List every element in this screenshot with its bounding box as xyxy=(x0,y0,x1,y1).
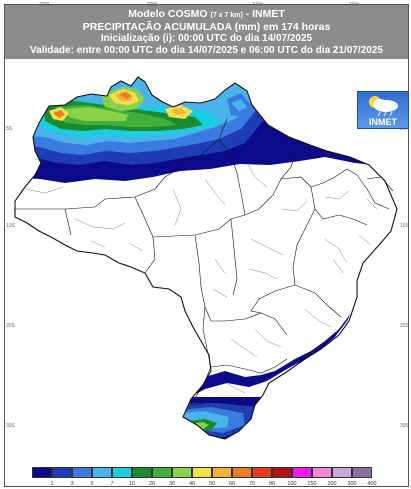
legend-swatch xyxy=(272,467,292,478)
legend-swatch xyxy=(212,467,232,478)
legend-swatch xyxy=(352,467,372,478)
legend-swatch xyxy=(152,467,172,478)
legend-swatch xyxy=(132,467,152,478)
top-tick: 50W xyxy=(253,2,264,8)
inmet-logo: INMET xyxy=(357,91,409,129)
legend-label: 1 xyxy=(50,481,54,487)
legend-swatch xyxy=(312,467,332,478)
right-tick: 30S xyxy=(400,423,409,429)
legend-swatch xyxy=(192,467,212,478)
logo-text: INMET xyxy=(369,117,397,127)
right-tick: 10S xyxy=(400,223,409,229)
left-tick: 5S xyxy=(6,126,13,132)
right-tick: 5N xyxy=(400,126,407,132)
legend-swatch xyxy=(232,467,252,478)
legend-swatch xyxy=(32,467,52,478)
legend-label: 60 xyxy=(228,481,236,487)
legend-label: 40 xyxy=(188,481,196,487)
legend-swatch xyxy=(252,467,272,478)
legend-swatch xyxy=(112,467,132,478)
top-tick: 70W xyxy=(39,2,50,8)
left-tick: 30S xyxy=(6,423,15,429)
legend-label: 100 xyxy=(287,481,297,487)
legend-label: 3 xyxy=(70,481,74,487)
left-tick: 20S xyxy=(6,323,15,329)
legend-label: 50 xyxy=(208,481,216,487)
legend-swatch xyxy=(172,467,192,478)
validity-time: Validade: entre 00:00 UTC do dia 14/07/2… xyxy=(30,45,383,56)
model-title: Modelo COSMO (7 x 7 km) - INMET xyxy=(128,8,285,20)
brazil-precip-map xyxy=(14,76,398,440)
legend-label: 5 xyxy=(90,481,94,487)
init-time: Inicialização (i): 00:00 UTC do dia 14/0… xyxy=(100,33,313,44)
legend-label: 20 xyxy=(148,481,156,487)
right-tick: 20S xyxy=(400,323,409,329)
legend-label: 7 xyxy=(110,481,114,487)
cloud-sun-rain-icon xyxy=(369,96,398,117)
legend-labels: 1 3 5 7 10 20 30 40 50 60 70 80 100 150 200 300 400 xyxy=(32,481,402,489)
legend-swatch xyxy=(52,467,72,478)
top-tick: 40W xyxy=(349,2,360,8)
legend-swatch xyxy=(72,467,92,478)
left-tick: 10S xyxy=(6,223,15,229)
color-legend xyxy=(32,467,372,478)
legend-swatch xyxy=(292,467,312,478)
legend-swatch xyxy=(332,467,352,478)
map-frame: Modelo COSMO (7 x 7 km) - INMET PRECIPIT… xyxy=(4,2,409,489)
legend-label: 300 xyxy=(347,481,357,487)
legend-swatch xyxy=(92,467,112,478)
legend-label: 10 xyxy=(128,481,136,487)
legend-label: 80 xyxy=(268,481,276,487)
legend-label: 400 xyxy=(367,481,377,487)
legend-label: 70 xyxy=(248,481,256,487)
product-title: PRECIPITAÇÃO ACUMULADA (mm) em 174 horas xyxy=(82,21,331,33)
top-tick: 60W xyxy=(147,2,158,8)
header-panel: Modelo COSMO (7 x 7 km) - INMET PRECIPIT… xyxy=(5,5,408,59)
legend-label: 200 xyxy=(327,481,337,487)
legend-label: 30 xyxy=(168,481,176,487)
legend-label: 150 xyxy=(307,481,317,487)
